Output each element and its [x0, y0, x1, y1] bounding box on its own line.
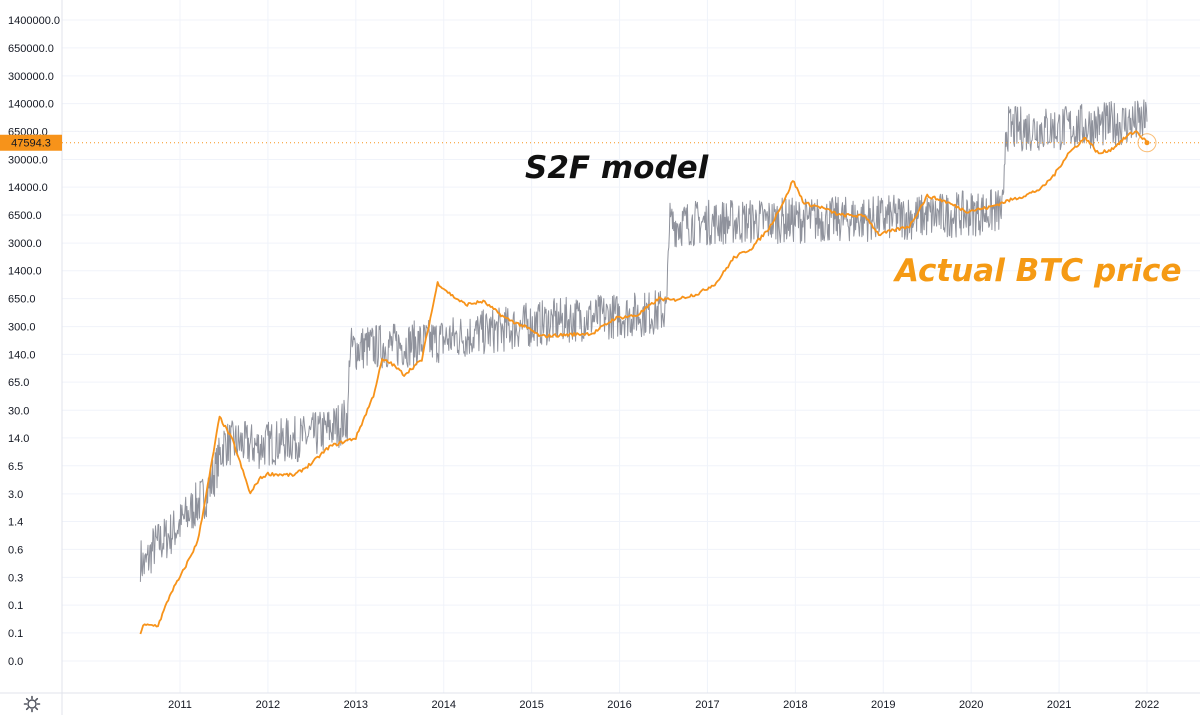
y-tick-label: 1.4: [8, 516, 23, 528]
y-tick-label: 650.0: [8, 294, 36, 306]
y-tick-label: 3.0: [8, 489, 23, 501]
y-tick-label: 300.0: [8, 322, 36, 334]
y-tick-label: 6500.0: [8, 210, 42, 222]
x-tick-label: 2022: [1135, 699, 1159, 711]
y-tick-label: 0.1: [8, 600, 23, 612]
x-tick-label: 2018: [783, 699, 807, 711]
y-tick-label: 140.0: [8, 349, 36, 361]
x-tick-label: 2011: [168, 699, 192, 711]
y-tick-label: 0.6: [8, 544, 23, 556]
x-tick-label: 2017: [695, 699, 719, 711]
last-price-marker-ring: [1137, 133, 1157, 153]
y-tick-label: 30.0: [8, 405, 29, 417]
annotation-actual-btc-price: Actual BTC price: [892, 253, 1181, 289]
y-tick-label: 0.3: [8, 572, 23, 584]
y-tick-label: 3000.0: [8, 238, 42, 250]
x-tick-label: 2012: [256, 699, 280, 711]
y-tick-label: 6.5: [8, 461, 23, 473]
series-layer: [139, 99, 1148, 635]
last-price-value: 47594.3: [11, 138, 51, 150]
x-tick-label: 2020: [959, 699, 983, 711]
x-tick-label: 2016: [607, 699, 631, 711]
y-tick-label: 30000.0: [8, 155, 48, 167]
gear-icon[interactable]: [23, 695, 41, 713]
y-tick-label: 1400.0: [8, 266, 42, 278]
last-price-marker: [1144, 140, 1150, 146]
y-tick-label: 0.0: [8, 656, 23, 668]
y-tick-label: 1400000.0: [8, 15, 60, 27]
y-tick-label: 650000.0: [8, 43, 54, 55]
s2f-model-line: [139, 99, 1148, 582]
y-tick-label: 0.1: [8, 628, 23, 640]
x-tick-label: 2019: [871, 699, 895, 711]
x-tick-label: 2021: [1047, 699, 1071, 711]
x-tick-label: 2015: [519, 699, 543, 711]
y-tick-label: 14.0: [8, 433, 29, 445]
y-tick-label: 140000.0: [8, 99, 54, 111]
btc-price-line: [139, 130, 1148, 635]
gridlines: [62, 0, 1200, 693]
y-tick-label: 14000.0: [8, 182, 48, 194]
last-price-label: 47594.3: [0, 133, 1200, 153]
x-tick-label: 2014: [431, 699, 455, 711]
y-tick-label: 65.0: [8, 377, 29, 389]
annotation-s2f-model: S2F model: [525, 150, 709, 186]
y-tick-label: 300000.0: [8, 71, 54, 83]
last-price-badge: [0, 134, 62, 151]
x-axis[interactable]: 2011 2012 2013 2014 2015 2016 2017 2018 2019 2020…: [168, 699, 1159, 711]
x-tick-label: 2013: [344, 699, 368, 711]
y-axis[interactable]: 1400000.0650000.0300000.0140000.065000.0…: [8, 15, 60, 668]
